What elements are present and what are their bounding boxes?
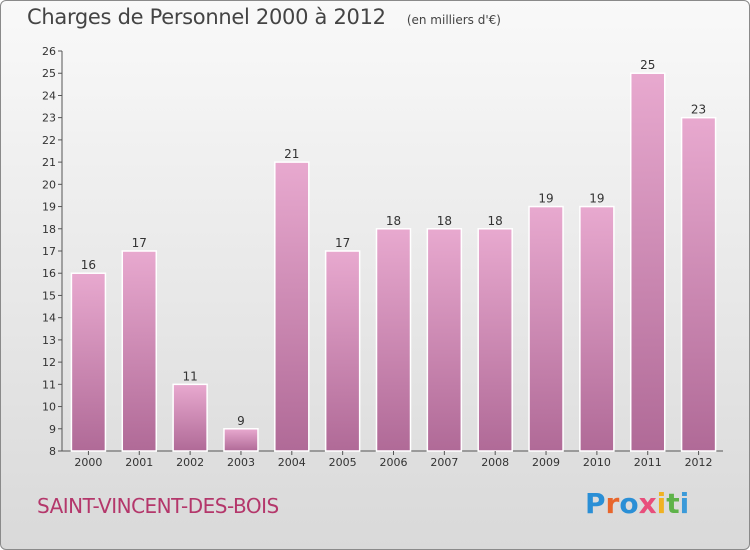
data-label: 25 [640, 58, 655, 72]
x-tick-label: 2003 [227, 456, 255, 469]
y-tick-label: 26 [42, 45, 56, 58]
bar [682, 118, 716, 451]
data-label: 18 [386, 214, 401, 228]
bar-chart: 8 9 10 11 12 13 14 15 16 17 18 19 20 21 22 23 24 25 26 16 20… [1, 1, 749, 549]
x-tick-label: 2006 [380, 456, 408, 469]
bar [326, 251, 360, 451]
x-tick-label: 2010 [583, 456, 611, 469]
data-label: 21 [284, 147, 299, 161]
x-tick-label: 2005 [329, 456, 357, 469]
bar [478, 229, 512, 451]
x-tick-label: 2007 [430, 456, 458, 469]
bar [529, 207, 563, 451]
chart-frame: Charges de Personnel 2000 à 2012 (en mil… [0, 0, 750, 550]
data-label: 11 [182, 369, 197, 383]
x-tick-label: 2002 [176, 456, 204, 469]
y-tick-label: 13 [42, 334, 56, 347]
bar [580, 207, 614, 451]
y-tick-label: 18 [42, 223, 56, 236]
data-label: 17 [132, 236, 147, 250]
x-tick-label: 2009 [532, 456, 560, 469]
y-tick-label: 10 [42, 401, 56, 414]
data-label: 23 [691, 103, 706, 117]
y-tick-label: 14 [42, 312, 56, 325]
bar [224, 429, 258, 451]
data-label: 16 [81, 258, 96, 272]
y-tick-label: 9 [49, 423, 56, 436]
data-label: 18 [488, 214, 503, 228]
data-label: 19 [538, 192, 553, 206]
data-label: 18 [437, 214, 452, 228]
proxiti-logo: Proxiti [585, 487, 689, 520]
y-tick-label: 16 [42, 267, 56, 280]
data-label: 19 [589, 192, 604, 206]
x-tick-label: 2011 [634, 456, 662, 469]
y-tick-label: 24 [42, 89, 56, 102]
y-tick-label: 19 [42, 201, 56, 214]
bar [377, 229, 411, 451]
y-tick-label: 23 [42, 112, 56, 125]
y-tick-label: 22 [42, 134, 56, 147]
x-tick-label: 2004 [278, 456, 306, 469]
y-tick-label: 8 [49, 445, 56, 458]
y-tick-label: 25 [42, 67, 56, 80]
y-tick-label: 15 [42, 289, 56, 302]
bar [631, 73, 665, 451]
y-tick-label: 17 [42, 245, 56, 258]
x-tick-label: 2000 [74, 456, 102, 469]
bar [427, 229, 461, 451]
y-tick-label: 11 [42, 378, 56, 391]
data-label: 17 [335, 236, 350, 250]
data-label: 9 [237, 414, 245, 428]
y-tick-label: 21 [42, 156, 56, 169]
x-tick-label: 2001 [125, 456, 153, 469]
bar [71, 273, 105, 451]
bar [173, 384, 207, 451]
bar [275, 162, 309, 451]
x-tick-label: 2008 [481, 456, 509, 469]
bar [122, 251, 156, 451]
y-tick-label: 20 [42, 178, 56, 191]
commune-name: SAINT-VINCENT-DES-BOIS [37, 494, 279, 518]
y-tick-label: 12 [42, 356, 56, 369]
x-tick-label: 2012 [685, 456, 713, 469]
